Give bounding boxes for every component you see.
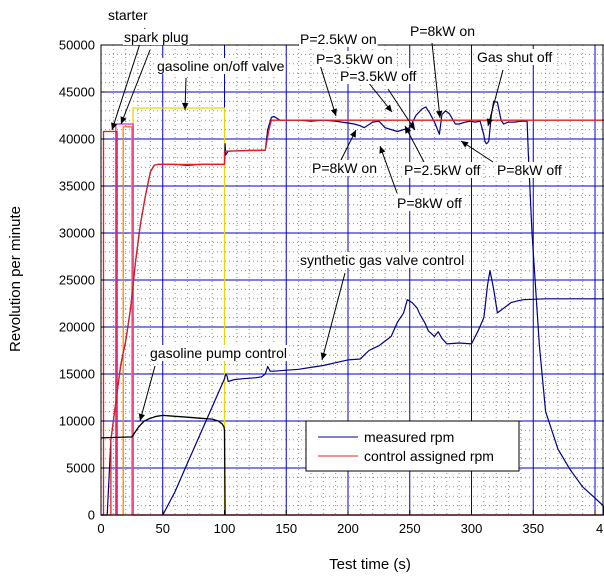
x-tick-label: 350 [522,521,544,536]
annotation-label: P=8kW on [312,160,377,176]
annotation-bg [156,58,286,74]
annotation-arrowhead [405,126,412,134]
annotation-arrow [139,365,156,422]
x-tick-label: 0 [97,521,104,536]
annotation-bg [299,31,378,47]
annotation-arrowhead [330,108,337,116]
annotation-arrow [431,42,441,119]
annotation-arrow [487,69,504,127]
legend-label-measured: measured rpm [364,429,454,445]
legend: measured rpm control assigned rpm [305,420,520,472]
x-tick-label: 4 [596,521,603,536]
annotation-arrowhead [320,352,327,360]
annotation-label: gasoline pump control [150,345,287,361]
annotation-bg [315,51,394,67]
annotation-arrowhead [182,102,189,110]
annotation-arrowhead [436,110,443,118]
annotation-bg [311,160,378,176]
annotation-label: gasoline on/off valve [157,58,285,74]
annotation-arrow [387,88,416,131]
y-tick-label: 25000 [59,273,95,288]
series-line [162,270,604,516]
x-axis-title: Test time (s) [329,556,411,573]
y-tick-label: 45000 [59,85,95,100]
y-tick-label: 15000 [59,367,95,382]
annotation-label: P=8kW off [497,162,562,178]
annotation-arrowhead [385,104,392,112]
annotation-arrow [120,49,151,125]
annotation-label: starter [108,7,148,23]
annotation-arrowhead [379,146,386,154]
tick-labels: 0 50 100 150 200 250 300 350 4 0 5000 10000 15000 200… [59,38,603,537]
annotation-label: P=8kW off [397,195,462,211]
x-tick-label: 100 [214,521,236,536]
annotation-bg [409,23,476,39]
annotation-label: synthetic gas valve control [300,252,464,268]
ticks [100,44,596,516]
annotation-arrow [321,272,346,361]
annotation-bg [123,29,190,45]
series-line [110,119,604,515]
annotation-bg [403,162,482,178]
series-line [100,414,226,516]
annotation-label: P=8kW on [410,23,475,39]
x-tick-label: 150 [275,521,297,536]
annotation-arrowhead [486,118,493,126]
y-tick-label: 20000 [59,320,95,335]
annotation-arrowhead [111,122,118,130]
y-tick-label: 30000 [59,226,95,241]
annotation-bg [299,252,466,268]
annotation-label: P=3.5kW off [340,68,417,84]
annotations: starter spark plug gasoline on/off valve P=… [107,7,563,422]
y-tick-label: 50000 [59,38,95,53]
y-tick-label: 5000 [66,461,95,476]
x-tick-label: 200 [337,521,359,536]
annotation-label: P=2.5kW on [300,31,377,47]
annotation-bg [496,162,563,178]
y-tick-label: 40000 [59,132,95,147]
annotation-bg [107,7,150,23]
x-tick-label: 300 [461,521,483,536]
annotation-bg [149,345,288,361]
y-axis-title: Revolution per minute [7,206,24,352]
legend-label-control: control assigned rpm [364,448,494,464]
x-tick-label: 50 [156,521,170,536]
y-tick-label: 0 [88,508,95,523]
annotation-arrowhead [120,116,127,124]
annotation-bg [339,68,418,84]
annotation-bg [476,49,554,65]
y-tick-label: 10000 [59,414,95,429]
annotation-label: P=2.5kW off [404,162,481,178]
annotation-label: Gas shut off [477,49,552,65]
x-tick-label: 250 [399,521,421,536]
annotation-label: spark plug [124,29,189,45]
annotation-arrowhead [408,122,415,130]
annotation-label: P=3.5kW on [316,51,393,67]
annotation-arrowhead [138,413,145,421]
annotation-bg [396,195,463,211]
annotation-arrowhead [461,141,469,148]
annotation-arrowhead [350,130,356,138]
y-tick-label: 35000 [59,179,95,194]
annotation-arrow [379,145,398,194]
legend-box [305,420,520,472]
